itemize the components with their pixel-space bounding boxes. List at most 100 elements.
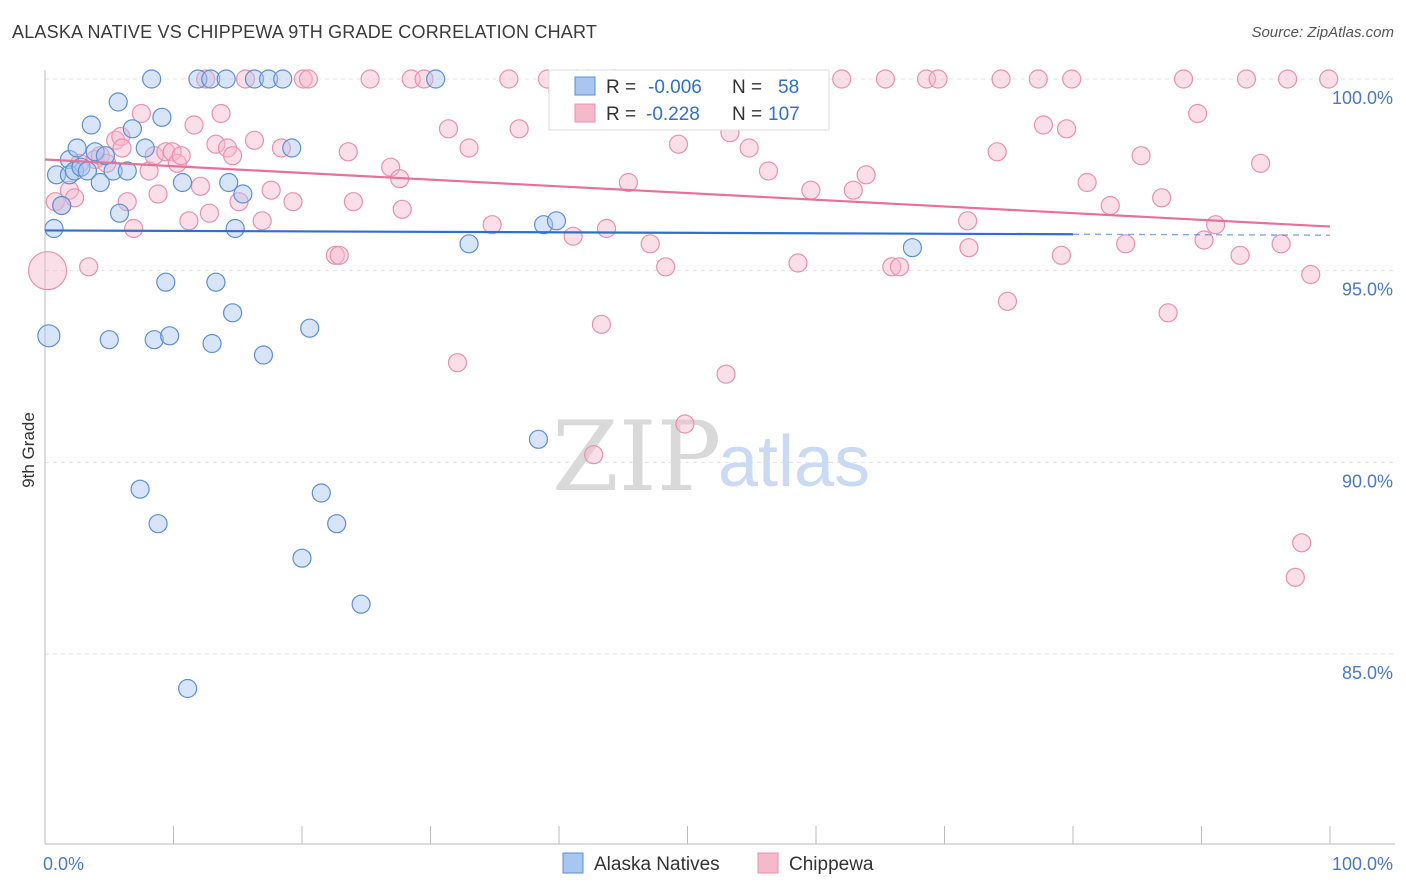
chippewa-point	[283, 192, 303, 212]
legend-r-label-chippewa: R =	[606, 104, 636, 125]
chippewa-point	[1230, 245, 1250, 265]
y-tick-labels: 85.0% 90.0% 95.0% 100.0%	[1332, 88, 1393, 683]
legend-bottom-label-alaska: Alaska Natives	[594, 854, 720, 875]
alaska-native-point	[85, 142, 105, 162]
alaska-native-point	[81, 115, 101, 135]
alaska-native-point	[142, 69, 162, 89]
alaska-natives-trend-extension	[1072, 233, 1331, 236]
chippewa-point	[90, 146, 110, 166]
chippewa-point	[1116, 234, 1136, 254]
alaska-native-point	[253, 345, 274, 365]
alaska-native-point	[152, 107, 172, 127]
chippewa-point	[596, 218, 617, 239]
chippewa-point	[1173, 69, 1194, 89]
alaska-native-point	[311, 483, 331, 503]
chippewa-point	[459, 138, 479, 158]
legend-n-value-chippewa: 107	[768, 104, 800, 125]
alaska-native-point	[327, 514, 347, 534]
legend-n-value-alaska: 58	[778, 77, 799, 98]
chippewa-point	[675, 414, 695, 434]
series-legend: Alaska Natives Chippewa	[562, 852, 874, 875]
chippewa-point	[338, 142, 358, 162]
x-tick-label: 100.0%	[1332, 854, 1393, 874]
alaska-native-point	[546, 211, 567, 231]
chippewa-point	[414, 69, 434, 89]
chippewa-point	[788, 253, 808, 273]
source-credit: Source: ZipAtlas.com	[1251, 24, 1394, 41]
chippewa-point	[987, 142, 1007, 162]
chippewa-point	[1028, 69, 1048, 89]
alaska-native-point	[216, 69, 236, 89]
chippewa-point	[1062, 69, 1082, 89]
alaska-native-point	[59, 165, 80, 185]
alaska-native-point	[273, 69, 293, 89]
alaska-native-point	[219, 172, 239, 193]
alaska-native-point	[223, 303, 243, 323]
alaska-native-point	[37, 324, 61, 348]
y-tick-label: 90.0%	[1342, 471, 1393, 491]
alaska-native-point	[258, 69, 279, 89]
alaska-native-point	[160, 326, 180, 346]
trend-lines	[44, 158, 1331, 236]
stats-legend: R = -0.006 N = 58 R = -0.228 N = 107	[548, 69, 830, 131]
alaska-native-point	[351, 594, 371, 614]
chippewa-point	[1158, 303, 1178, 323]
chippewa-point	[928, 69, 948, 89]
alaska-native-point	[902, 238, 922, 258]
chippewa-point	[801, 180, 821, 200]
chippewa-point	[392, 199, 412, 219]
chippewa-point	[79, 257, 99, 277]
chippewa-point	[360, 69, 380, 89]
legend-r-value-alaska: -0.006	[648, 77, 702, 98]
alaska-native-point	[528, 429, 549, 449]
chart-title: ALASKA NATIVE VS CHIPPEWA 9TH GRADE CORR…	[12, 22, 598, 42]
chippewa-point	[1051, 245, 1072, 265]
legend-bottom-label-chippewa: Chippewa	[789, 854, 874, 875]
chippewa-point	[1292, 533, 1312, 553]
alaska-native-point	[109, 203, 130, 223]
chippewa-point	[882, 257, 902, 277]
chippewa-point	[106, 130, 126, 150]
chippewa-point	[563, 226, 583, 246]
alaska-native-point	[282, 138, 302, 158]
alaska-native-point	[292, 548, 312, 568]
chippewa-point	[438, 119, 459, 139]
chippewa-point	[139, 161, 159, 181]
alaska-native-point	[201, 69, 221, 89]
chippewa-point	[343, 192, 363, 212]
legend-bottom-swatch-alaska	[562, 852, 584, 874]
alaska-native-point	[225, 218, 245, 239]
alaska-native-point	[135, 138, 155, 158]
axes	[44, 70, 1395, 845]
x-tick-label: 0.0%	[43, 854, 84, 874]
legend-r-value-chippewa: -0.228	[646, 104, 700, 125]
chippewa-point	[244, 130, 265, 150]
alaska-native-point	[122, 119, 142, 139]
x-tick-labels: 0.0% 100.0%	[43, 854, 1393, 874]
chippewa-point	[1301, 264, 1321, 285]
chippewa-point	[1056, 119, 1077, 139]
chippewa-point	[131, 103, 151, 124]
chippewa-point	[184, 115, 204, 135]
chippewa-point	[1100, 195, 1120, 216]
chippewa-point	[758, 161, 779, 181]
alaska-native-point	[67, 138, 87, 158]
watermark: ZIP atlas	[552, 401, 870, 513]
alaska-natives-points	[37, 69, 922, 699]
chippewa-point	[584, 445, 604, 465]
legend-bottom-swatch-chippewa	[757, 852, 779, 874]
legend-r-label-alaska: R =	[606, 77, 636, 98]
alaska-native-point	[148, 514, 168, 534]
chippewa-point	[959, 238, 979, 258]
chippewa-point	[739, 138, 759, 158]
chippewa-point	[716, 364, 736, 384]
chippewa-point	[223, 146, 243, 166]
chippewa-point	[261, 180, 281, 200]
chippewa-point	[117, 192, 137, 212]
y-axis-label: 9th Grade	[19, 412, 38, 488]
chippewa-point	[156, 142, 176, 162]
chippewa-point	[1194, 230, 1214, 250]
legend-n-label-chippewa: N =	[732, 104, 762, 125]
alaska-native-point	[44, 218, 64, 239]
